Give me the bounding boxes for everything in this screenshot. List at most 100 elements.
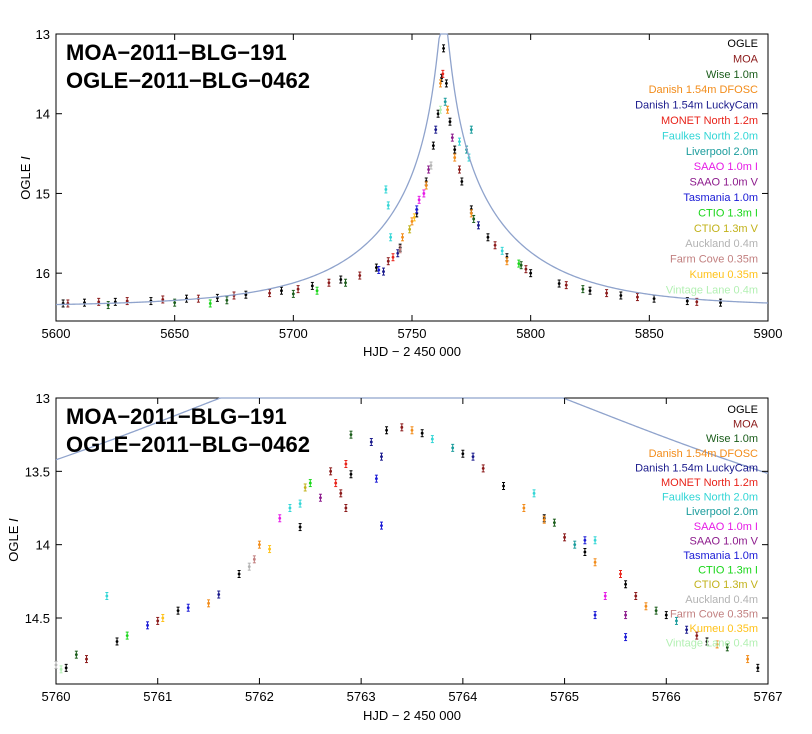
y-axis-ticks: 13 14 15 16 — [36, 27, 768, 281]
data-point — [552, 518, 556, 527]
x-axis-ticks: 5600 5650 5700 5750 5800 5850 5900 — [42, 34, 783, 341]
legend-entry: MONET North 1.2m — [661, 115, 758, 127]
x-tick-label: 5766 — [652, 689, 681, 704]
data-point — [460, 177, 464, 186]
legend-entry: Liverpool 2.0m — [686, 146, 758, 158]
legend-entry: CTIO 1.3m I — [698, 207, 758, 219]
panel-title-line-1: MOA−2011−BLG−191 — [66, 40, 287, 65]
data-point — [453, 153, 457, 162]
x-axis-label: HJD − 2 450 000 — [363, 344, 461, 359]
data-point — [644, 602, 648, 611]
legend-entry: Liverpool 2.0m — [686, 506, 758, 518]
legend-entry: SAAO 1.0m V — [690, 535, 759, 547]
data-point — [146, 621, 150, 630]
data-point — [417, 195, 421, 204]
data-point — [279, 286, 283, 295]
data-point — [422, 189, 426, 198]
y-tick-label: 13 — [36, 391, 50, 406]
data-point — [74, 650, 78, 659]
data-point — [685, 625, 689, 634]
data-point — [430, 435, 434, 444]
legend-entry: Danish 1.54m DFOSC — [649, 448, 758, 460]
legend-entry: Tasmania 1.0m — [683, 550, 758, 562]
data-point — [125, 631, 129, 640]
data-point — [382, 267, 386, 276]
data-point — [593, 611, 597, 620]
data-point — [434, 125, 438, 134]
data-point — [400, 423, 404, 432]
data-point — [619, 570, 623, 578]
legend-entry: Vintage Lane 0.4m — [666, 284, 758, 296]
data-point — [450, 133, 454, 142]
legend-entry: Auckland 0.4m — [685, 238, 758, 250]
panel-title-line-2: OGLE−2011−BLG−0462 — [66, 432, 310, 457]
data-point — [564, 281, 568, 290]
data-point — [415, 205, 419, 214]
data-point — [624, 580, 628, 589]
data-point — [469, 125, 473, 134]
legend-entry: Kumeu 0.35m — [690, 269, 758, 281]
data-point — [244, 290, 248, 299]
data-point — [377, 265, 381, 274]
data-point — [583, 548, 587, 556]
y-axis-ticks: 13 13.5 14 14.5 — [25, 391, 768, 626]
data-point — [563, 533, 567, 542]
y-tick-label: 14 — [36, 538, 50, 553]
data-point — [391, 253, 395, 262]
data-point — [451, 443, 455, 452]
data-point — [471, 452, 475, 461]
x-axis-ticks: 5760 5761 5762 5763 5764 5765 5766 5767 — [42, 398, 782, 704]
data-point — [719, 298, 723, 307]
data-point — [315, 286, 319, 295]
data-point — [344, 278, 348, 287]
data-point — [444, 79, 448, 88]
legend-entry: Faulkes North 2.0m — [662, 130, 758, 142]
data-point — [318, 493, 322, 502]
legend-entry: Kumeu 0.35m — [690, 623, 758, 635]
data-point — [247, 562, 251, 571]
data-point — [429, 161, 433, 170]
data-point — [288, 504, 292, 512]
data-point — [524, 265, 528, 274]
legend-entry: Wise 1.0m — [706, 433, 758, 445]
data-point — [385, 426, 389, 435]
legend-entry: CTIO 1.3m I — [698, 565, 758, 577]
data-point — [486, 233, 490, 242]
data-point — [529, 269, 533, 278]
legend-entry: Danish 1.54m DFOSC — [649, 84, 758, 96]
y-axis-label: OGLE I — [18, 156, 33, 200]
data-point — [664, 611, 668, 620]
data-point — [420, 429, 424, 438]
data-point — [344, 504, 348, 512]
data-point — [695, 297, 699, 306]
data-point — [268, 545, 272, 554]
data-point — [125, 297, 129, 306]
data-point — [457, 137, 461, 146]
data-point — [161, 295, 165, 304]
data-point — [339, 489, 343, 498]
data-point — [500, 246, 504, 255]
y-tick-label: 13 — [36, 27, 50, 42]
panel-title-line-2: OGLE−2011−BLG−0462 — [66, 68, 310, 93]
data-point — [517, 259, 521, 268]
x-tick-label: 5900 — [754, 326, 783, 341]
legend-entry: Tasmania 1.0m — [683, 192, 758, 204]
data-point — [522, 504, 526, 512]
data-point — [207, 599, 211, 608]
data-point — [635, 293, 639, 302]
data-point — [634, 592, 638, 600]
data-point — [532, 489, 536, 498]
data-point — [438, 79, 442, 88]
panel-title-line-1: MOA−2011−BLG−191 — [66, 404, 287, 429]
data-point — [453, 145, 457, 154]
data-point — [756, 663, 760, 672]
x-tick-label: 5763 — [347, 689, 376, 704]
data-point — [448, 117, 452, 126]
data-point — [431, 141, 435, 150]
data-point — [461, 449, 465, 458]
data-point — [469, 209, 473, 218]
data-point — [268, 289, 272, 298]
data-point — [161, 614, 165, 622]
data-point — [156, 616, 160, 625]
data-point — [624, 633, 628, 642]
